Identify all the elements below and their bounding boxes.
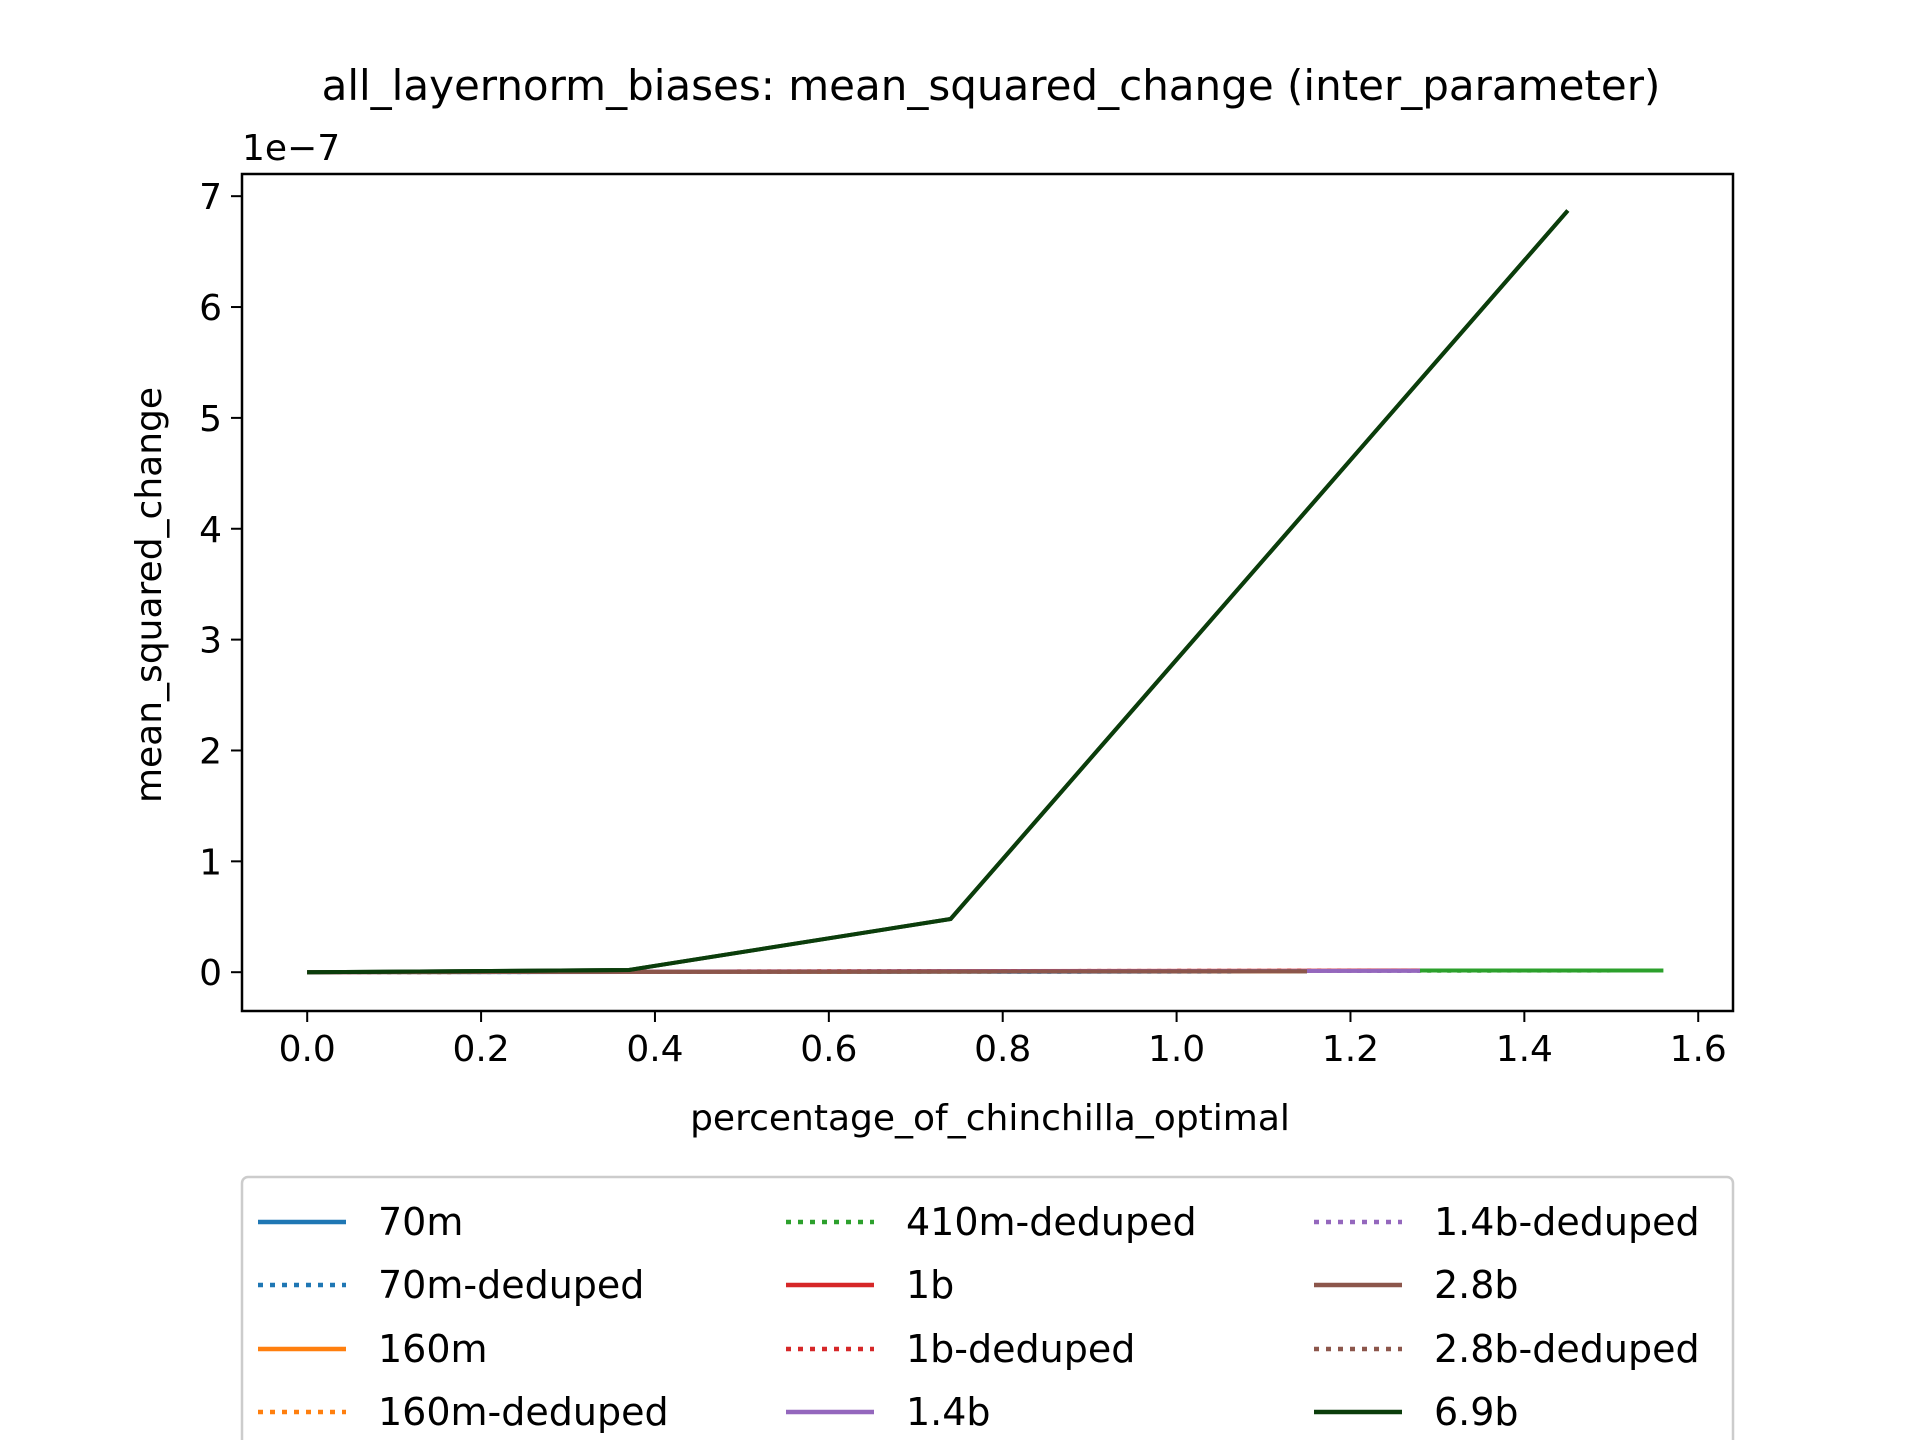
- legend: 70m 70m-deduped 160m 160m-deduped 410m-dedup…: [240, 1175, 1735, 1440]
- x-tick-label: 0.2: [452, 1029, 509, 1070]
- y-tick-label: 3: [199, 621, 222, 662]
- legend-item: 410m-deduped: [786, 1200, 1197, 1244]
- y-tick-label: 2: [199, 731, 222, 772]
- legend-label: 160m: [378, 1327, 488, 1371]
- legend-label: 1b-deduped: [906, 1327, 1135, 1371]
- legend-item: 2.8b-deduped: [1314, 1327, 1700, 1371]
- y-axis-offset-label: 1e−7: [242, 128, 340, 169]
- legend-item: 1.4b: [786, 1390, 991, 1434]
- chart-title: all_layernorm_biases: mean_squared_chang…: [322, 61, 1661, 110]
- x-tick-label: 1.6: [1670, 1029, 1727, 1070]
- x-tick-label: 0.8: [974, 1029, 1031, 1070]
- legend-label: 160m-deduped: [378, 1390, 669, 1434]
- legend-label: 2.8b-deduped: [1434, 1327, 1700, 1371]
- legend-item: 160m-deduped: [258, 1390, 669, 1434]
- legend-label: 1b: [906, 1263, 954, 1307]
- x-tick-label: 1.0: [1148, 1029, 1205, 1070]
- y-tick-label: 1: [199, 842, 222, 883]
- x-tick-label: 1.2: [1322, 1029, 1379, 1070]
- legend-label: 70m: [378, 1200, 463, 1244]
- series-line-6_9b: [307, 209, 1570, 975]
- x-tick-label: 0.4: [626, 1029, 683, 1070]
- legend-label: 70m-deduped: [378, 1263, 644, 1307]
- y-axis-label: mean_squared_change: [129, 387, 170, 803]
- x-axis-ticks: 0.0 0.2 0.4 0.6 0.8 1.0 1.2 1.4 1.6: [279, 1011, 1727, 1070]
- x-tick-label: 1.4: [1496, 1029, 1553, 1070]
- legend-item: 2.8b: [1314, 1263, 1519, 1307]
- legend-box: [240, 1175, 1735, 1440]
- x-axis-label: percentage_of_chinchilla_optimal: [690, 1098, 1290, 1139]
- y-tick-label: 6: [199, 288, 222, 329]
- y-axis-ticks: 0 1 2 3 4 5 6 7: [199, 177, 242, 994]
- y-tick-label: 5: [199, 399, 222, 440]
- y-tick-label: 7: [199, 177, 222, 218]
- x-tick-label: 0.6: [800, 1029, 857, 1070]
- legend-item: 1.4b-deduped: [1314, 1200, 1700, 1244]
- legend-item: 1b-deduped: [786, 1327, 1135, 1371]
- legend-label: 1.4b-deduped: [1434, 1200, 1700, 1244]
- legend-item: 6.9b: [1314, 1390, 1519, 1434]
- legend-label: 2.8b: [1434, 1263, 1519, 1307]
- y-tick-label: 4: [199, 510, 222, 551]
- series-line-6_9b-top: [307, 209, 1570, 975]
- legend-label: 6.9b: [1434, 1390, 1519, 1434]
- legend-label: 410m-deduped: [906, 1200, 1197, 1244]
- x-tick-label: 0.0: [279, 1029, 336, 1070]
- legend-item: 1b: [786, 1263, 954, 1307]
- plot-frame: [240, 172, 1735, 1013]
- plot-lines: [307, 209, 1664, 975]
- y-tick-label: 0: [199, 953, 222, 994]
- legend-label: 1.4b: [906, 1390, 991, 1434]
- legend-item: 70m-deduped: [258, 1263, 644, 1307]
- legend-item: 70m: [258, 1200, 463, 1244]
- legend-item: 160m: [258, 1327, 488, 1371]
